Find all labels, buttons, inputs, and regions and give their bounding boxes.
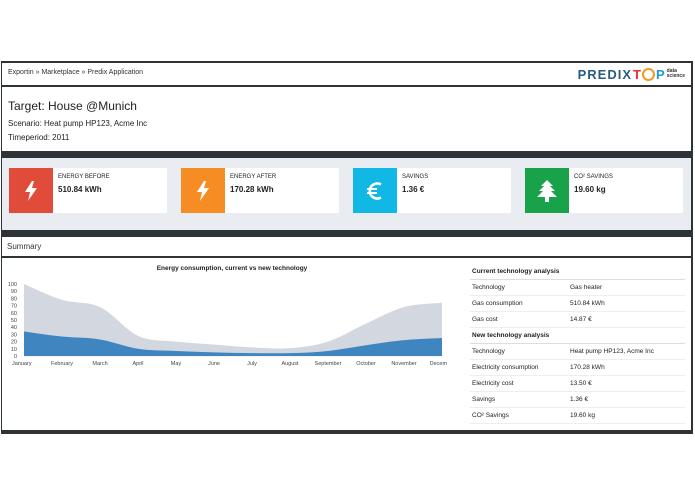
predix-top-logo: PREDIX T P data science	[578, 66, 685, 82]
analysis-value: 14.87 €	[570, 316, 592, 323]
kpi-label: ENERGY AFTER	[230, 174, 277, 180]
logo-top-t: T	[633, 66, 641, 82]
y-tick-label: 80	[11, 296, 17, 302]
kpi-label: CO² SAVINGS	[574, 174, 613, 180]
euro-icon	[353, 168, 397, 213]
y-tick-label: 60	[11, 311, 17, 317]
y-tick-label: 20	[11, 340, 17, 346]
analysis-value: 19.60 kg	[570, 412, 595, 419]
new-technology-heading: New technology analysis	[470, 328, 685, 344]
kpi-value: 170.28 kWh	[230, 185, 274, 194]
analysis-key: Savings	[472, 396, 496, 403]
logo-sub-data: data	[666, 68, 677, 74]
summary-title: Summary	[7, 242, 42, 251]
analysis-row: Electricity consumption 170.28 kWh	[470, 360, 685, 376]
x-tick-label: December	[430, 361, 447, 367]
analysis-key: Gas cost	[472, 316, 498, 323]
target-title: Target: House @Munich	[8, 99, 137, 113]
analysis-row: CO² Savings 19.60 kg	[470, 408, 685, 424]
x-tick-label: November	[391, 361, 417, 367]
x-tick-label: October	[356, 361, 376, 367]
kpi-energy-before: ENERGY BEFORE 510.84 kWh	[9, 168, 167, 213]
y-tick-label: 0	[14, 354, 17, 360]
x-tick-label: May	[171, 361, 182, 367]
kpi-value: 510.84 kWh	[58, 185, 102, 194]
target-panel: Target: House @Munich Scenario: Heat pum…	[2, 87, 691, 151]
analysis-value: 1.36 €	[570, 396, 589, 403]
analysis-row: Savings 1.36 €	[470, 392, 685, 408]
x-tick-label: July	[247, 361, 257, 367]
logo-sub-science: science	[666, 73, 685, 79]
analysis-value: 510.84 kWh	[570, 300, 605, 307]
target-scenario: Scenario: Heat pump HP123, Acme Inc	[8, 119, 148, 128]
x-tick-label: April	[132, 361, 143, 367]
analysis-value: 170.28 kWh	[570, 364, 605, 371]
target-timeperiod: Timeperiod: 2011	[8, 133, 70, 142]
lightning-icon	[9, 168, 53, 213]
analysis-row: Gas cost 14.87 €	[470, 312, 685, 328]
summary-body: Energy consumption, current vs new techn…	[2, 258, 691, 430]
area-series-1	[24, 284, 442, 356]
analysis-value: 13.50 €	[570, 380, 592, 387]
energy-chart: Energy consumption, current vs new techn…	[8, 265, 447, 367]
summary-header: Summary	[2, 237, 691, 256]
analysis-value: Heat pump HP123, Acme Inc	[570, 348, 654, 355]
analysis-row: Gas consumption 510.84 kWh	[470, 296, 685, 312]
x-tick-label: February	[51, 361, 73, 367]
y-tick-label: 100	[8, 282, 17, 288]
analysis-row: Technology Gas heater	[470, 280, 685, 296]
x-tick-label: August	[281, 361, 299, 367]
y-tick-label: 70	[11, 304, 17, 310]
kpi-savings: SAVINGS 1.36 €	[353, 168, 511, 213]
logo-top-mark: T P	[633, 67, 665, 82]
y-tick-label: 40	[11, 325, 17, 331]
logo-predix-text: PREDIX	[577, 66, 633, 82]
kpi-label: SAVINGS	[402, 174, 429, 180]
tree-icon	[525, 168, 569, 213]
breadcrumb[interactable]: Exportin » Marketplace » Predix Applicat…	[8, 69, 144, 76]
analysis-key: Technology	[472, 284, 505, 291]
x-tick-label: September	[315, 361, 342, 367]
analysis-key: Technology	[472, 348, 505, 355]
current-technology-heading: Current technology analysis	[470, 264, 685, 280]
analysis-table: Current technology analysis Technology Ga…	[470, 264, 685, 424]
logo-top-p: P	[655, 66, 665, 82]
x-tick-label: June	[208, 361, 220, 367]
analysis-row: Electricity cost 13.50 €	[470, 376, 685, 392]
area-series-2	[24, 331, 442, 356]
logo-subtext: data science	[667, 69, 685, 79]
lightning-icon	[181, 168, 225, 213]
chart-title: Energy consumption, current vs new techn…	[157, 265, 308, 272]
analysis-key: Electricity consumption	[472, 364, 539, 371]
analysis-key: Gas consumption	[472, 300, 523, 307]
analysis-key: CO² Savings	[472, 412, 509, 419]
kpi-value: 19.60 kg	[574, 185, 606, 194]
logo-top-o-ring	[641, 67, 655, 81]
x-tick-label: March	[92, 361, 107, 367]
y-tick-label: 30	[11, 332, 17, 338]
top-header: Exportin » Marketplace » Predix Applicat…	[2, 63, 691, 85]
kpi-energy-after: ENERGY AFTER 170.28 kWh	[181, 168, 339, 213]
y-tick-label: 90	[11, 289, 17, 295]
y-tick-label: 50	[11, 318, 17, 324]
analysis-row: Technology Heat pump HP123, Acme Inc	[470, 344, 685, 360]
analysis-key: Electricity cost	[472, 380, 514, 387]
y-tick-label: 10	[11, 347, 17, 353]
analysis-value: Gas heater	[570, 284, 603, 291]
x-tick-label: January	[12, 361, 32, 367]
kpi-co2-savings: CO² SAVINGS 19.60 kg	[525, 168, 683, 213]
kpi-label: ENERGY BEFORE	[58, 174, 110, 180]
kpi-value: 1.36 €	[402, 185, 425, 194]
kpi-band: ENERGY BEFORE 510.84 kWh ENERGY AFTER 17…	[2, 158, 691, 230]
